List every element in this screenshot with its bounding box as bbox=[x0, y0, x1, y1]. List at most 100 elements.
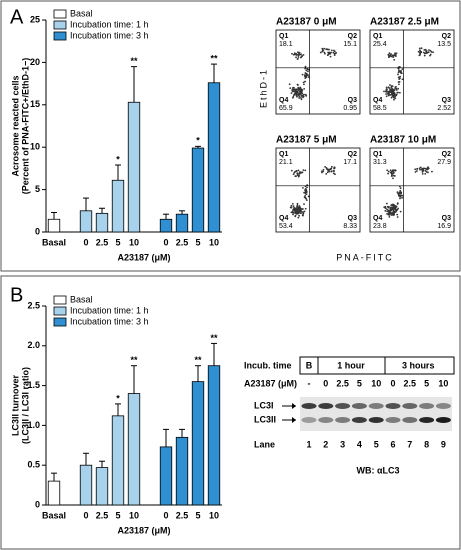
event-dot bbox=[397, 71, 400, 74]
band bbox=[435, 403, 451, 409]
event-dot bbox=[399, 187, 402, 190]
legend-swatch bbox=[53, 317, 67, 327]
event-dot bbox=[385, 95, 388, 98]
event-dot bbox=[299, 92, 302, 95]
quadrant-label: Q4 bbox=[279, 97, 288, 104]
event-dot bbox=[327, 52, 330, 55]
event-dot bbox=[388, 91, 391, 94]
event-dot bbox=[329, 55, 332, 58]
event-dot bbox=[300, 92, 303, 94]
event-dot bbox=[332, 172, 335, 175]
event-dot bbox=[387, 90, 389, 93]
event-dot bbox=[394, 55, 397, 58]
event-dot bbox=[391, 91, 394, 94]
quadrant-value: 18.1 bbox=[279, 41, 293, 48]
event-dot bbox=[333, 54, 336, 56]
event-dot bbox=[418, 47, 421, 50]
event-dot bbox=[292, 208, 295, 210]
event-dot bbox=[304, 74, 307, 77]
event-dot bbox=[301, 54, 304, 57]
blot-conc: 2.5 bbox=[404, 378, 417, 388]
x-axis-label: A23187 (μM) bbox=[117, 525, 170, 535]
event-dot bbox=[292, 211, 294, 214]
event-dot bbox=[328, 48, 330, 51]
x-tick-label: 10 bbox=[209, 237, 219, 247]
event-dot bbox=[288, 83, 291, 86]
quadrant-value: 27.9 bbox=[437, 159, 451, 166]
event-dot bbox=[393, 93, 396, 96]
event-dot bbox=[401, 68, 404, 71]
blot-conc: 0 bbox=[323, 378, 328, 388]
event-dot bbox=[390, 89, 392, 91]
event-dot bbox=[290, 169, 293, 172]
event-dot bbox=[392, 56, 395, 59]
event-dot bbox=[429, 49, 432, 52]
event-dot bbox=[302, 53, 305, 56]
event-dot bbox=[397, 68, 400, 70]
band bbox=[318, 417, 334, 423]
event-dot bbox=[302, 81, 305, 84]
event-dot bbox=[298, 214, 301, 217]
bar bbox=[95, 467, 109, 506]
event-dot bbox=[432, 51, 434, 54]
bar bbox=[191, 381, 205, 506]
event-dot bbox=[396, 216, 399, 218]
band bbox=[368, 403, 384, 409]
event-dot bbox=[387, 86, 390, 89]
quadrant-label: Q2 bbox=[348, 151, 357, 158]
event-dot bbox=[292, 53, 295, 56]
event-dot bbox=[294, 214, 297, 217]
event-dot bbox=[398, 91, 401, 94]
event-dot bbox=[302, 211, 305, 214]
event-dot bbox=[390, 174, 393, 177]
band-arrowhead bbox=[292, 403, 296, 409]
event-dot bbox=[385, 202, 388, 205]
panel-label: B bbox=[10, 284, 23, 306]
event-dot bbox=[333, 49, 335, 52]
event-dot bbox=[296, 58, 299, 60]
event-dot bbox=[392, 91, 395, 94]
event-dot bbox=[330, 51, 332, 54]
event-dot bbox=[392, 177, 394, 180]
event-dot bbox=[325, 173, 328, 175]
event-dot bbox=[400, 194, 402, 197]
quadrant-label: Q1 bbox=[279, 33, 288, 40]
plot-title: A23187 10 μM bbox=[370, 135, 436, 146]
event-dot bbox=[298, 90, 301, 93]
event-dot bbox=[392, 174, 395, 177]
flow-y-label: EthD-1 bbox=[258, 68, 268, 108]
event-dot bbox=[399, 210, 402, 213]
event-dot bbox=[291, 52, 293, 55]
event-dot bbox=[293, 90, 296, 93]
event-dot bbox=[390, 204, 393, 207]
bar bbox=[47, 218, 61, 233]
significance-mark: * bbox=[196, 136, 200, 146]
event-dot bbox=[306, 67, 309, 70]
event-dot bbox=[420, 51, 423, 54]
event-dot bbox=[300, 98, 303, 101]
event-dot bbox=[394, 97, 397, 100]
band bbox=[402, 417, 418, 423]
event-dot bbox=[304, 195, 307, 197]
event-dot bbox=[304, 169, 307, 172]
lane-number: 1 bbox=[306, 439, 311, 449]
event-dot bbox=[401, 196, 403, 199]
band bbox=[419, 417, 435, 423]
event-dot bbox=[305, 193, 308, 196]
y-tick-label: 15 bbox=[30, 99, 40, 109]
bar bbox=[47, 480, 61, 506]
quadrant-value: 31.3 bbox=[373, 159, 387, 166]
event-dot bbox=[396, 191, 399, 193]
blot-conc: 5 bbox=[357, 378, 362, 388]
event-dot bbox=[414, 168, 417, 171]
quadrant-label: Q4 bbox=[373, 215, 382, 222]
plot-frame bbox=[275, 29, 361, 115]
event-dot bbox=[295, 211, 298, 214]
event-dot bbox=[323, 47, 326, 50]
event-dot bbox=[422, 168, 425, 170]
x-tick-label: 5 bbox=[115, 237, 120, 247]
quadrant-value: 8.33 bbox=[343, 223, 357, 230]
event-dot bbox=[397, 73, 399, 76]
event-dot bbox=[297, 206, 300, 209]
event-dot bbox=[292, 205, 295, 208]
